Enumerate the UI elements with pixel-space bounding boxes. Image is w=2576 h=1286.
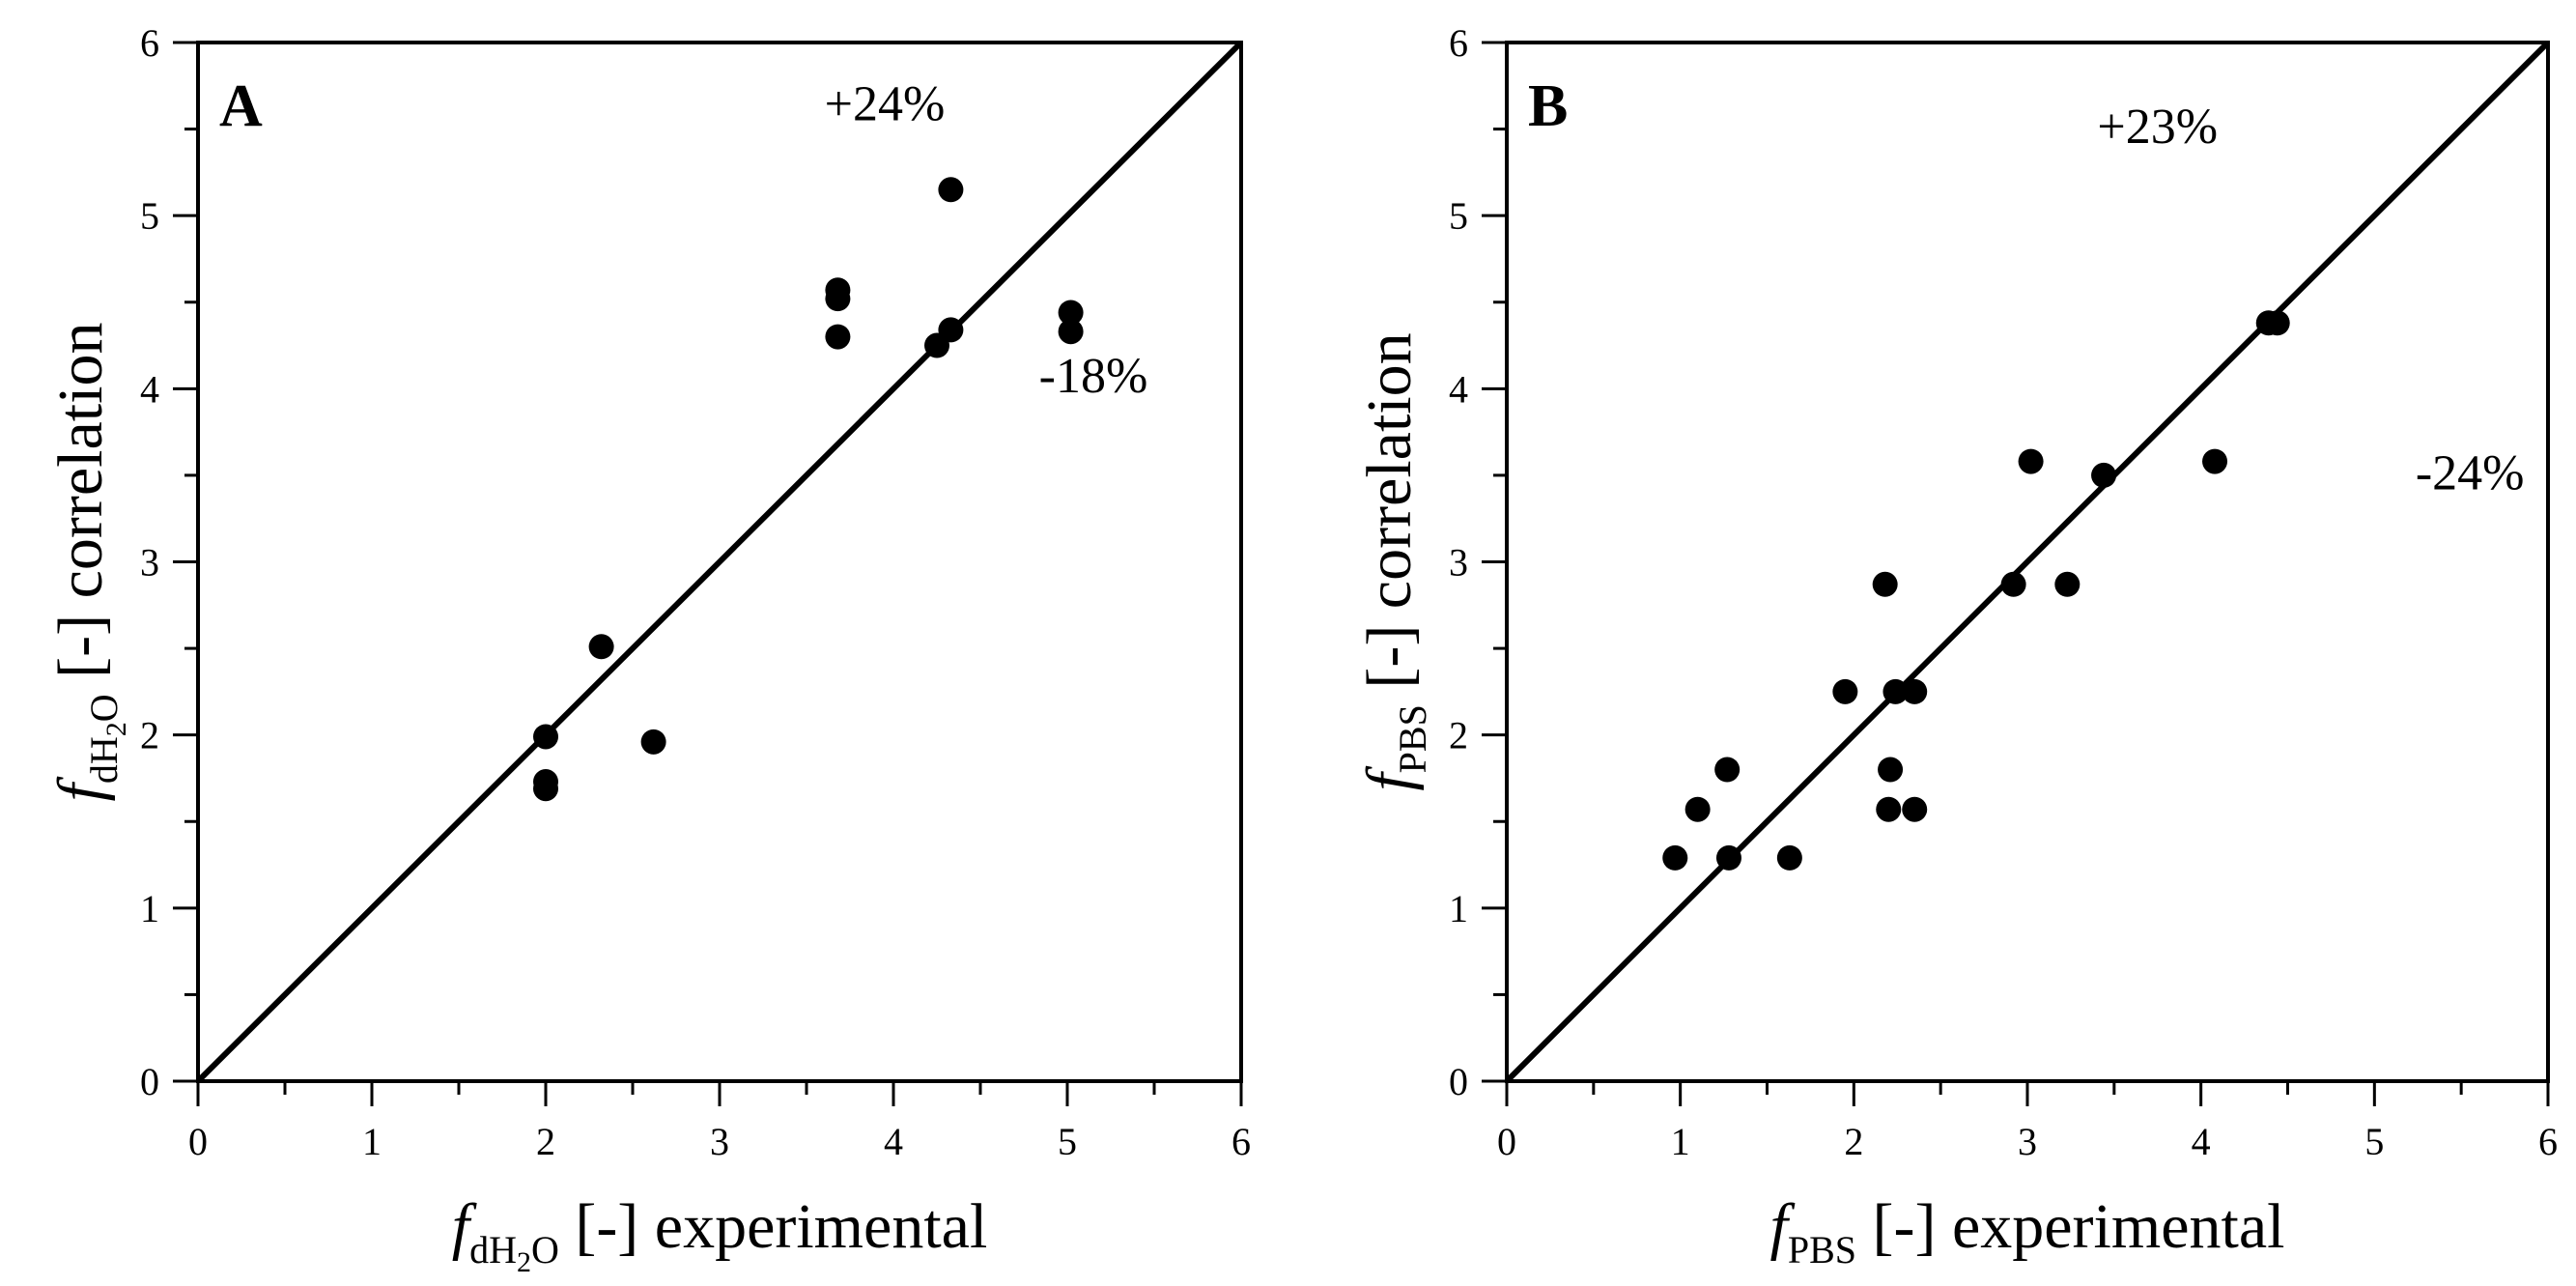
- data-point: [1684, 796, 1711, 822]
- x-tick-label: 6: [2538, 1120, 2558, 1163]
- data-point: [1872, 571, 1898, 597]
- x-tick-label: 4: [884, 1120, 903, 1163]
- data-point: [1715, 844, 1741, 871]
- data-point: [640, 729, 666, 755]
- data-point: [533, 724, 558, 750]
- x-tick-label: 4: [2192, 1120, 2211, 1163]
- annotation: +24%: [825, 77, 946, 132]
- y-tick-label: 0: [140, 1060, 159, 1103]
- data-point: [1876, 796, 1902, 822]
- data-point: [1058, 319, 1084, 345]
- x-tick-label: 1: [1671, 1120, 1690, 1163]
- x-tick-label: 3: [2018, 1120, 2037, 1163]
- data-point: [825, 324, 851, 350]
- x-tick-label: 2: [536, 1120, 555, 1163]
- panel-label: A: [219, 73, 263, 139]
- data-point: [2018, 448, 2044, 474]
- y-tick-label: 1: [140, 887, 159, 930]
- panel-label: B: [1528, 73, 1568, 139]
- data-point: [1878, 757, 1904, 783]
- annotation: +23%: [2097, 100, 2218, 155]
- y-tick-label: 2: [140, 714, 159, 757]
- data-point: [1902, 796, 1928, 822]
- annotation: -24%: [2416, 445, 2525, 500]
- parity-line: [195, 40, 1244, 1084]
- x-tick-label: 5: [2364, 1120, 2384, 1163]
- data-point: [825, 286, 851, 312]
- y-tick-label: 3: [1449, 541, 1468, 585]
- y-tick-label: 4: [140, 367, 159, 411]
- x-tick-label: 0: [1497, 1120, 1516, 1163]
- data-point: [2202, 448, 2228, 474]
- x-tick-label: 2: [1844, 1120, 1863, 1163]
- y-tick-label: 6: [140, 21, 159, 65]
- data-point: [1058, 300, 1084, 326]
- data-point: [2264, 310, 2290, 336]
- y-tick-label: 6: [1449, 21, 1468, 65]
- x-tick-label: 3: [710, 1120, 729, 1163]
- data-point: [1832, 678, 1858, 704]
- data-point: [1662, 844, 1688, 871]
- data-point: [938, 177, 964, 203]
- data-point: [2091, 462, 2117, 488]
- panel-b: 0 1 2 3 4 5 6 0 1 2 3 4 5 6 B +23% -24% fPBS [-] experime…: [1354, 21, 2558, 1272]
- y-tick-label: 2: [1449, 714, 1468, 757]
- y-axis-label: fdH2O [-] correlation: [45, 323, 132, 802]
- data-point: [938, 317, 964, 343]
- y-tick-label: 3: [140, 541, 159, 585]
- data-point: [2054, 571, 2081, 597]
- y-tick-label: 5: [1449, 194, 1468, 238]
- x-tick-label: 1: [362, 1120, 382, 1163]
- x-tick-label: 6: [1231, 1120, 1251, 1163]
- data-point: [533, 776, 558, 802]
- x-axis-label: fdH2O [-] experimental: [452, 1191, 988, 1278]
- x-tick-label: 0: [188, 1120, 208, 1163]
- data-point: [1902, 678, 1928, 704]
- data-point: [588, 634, 614, 660]
- data-point: [1714, 757, 1741, 783]
- y-tick-label: 1: [1449, 887, 1468, 930]
- y-tick-label: 5: [140, 194, 159, 238]
- data-point: [1776, 844, 1802, 871]
- data-point: [2000, 571, 2026, 597]
- x-tick-label: 5: [1058, 1120, 1077, 1163]
- data-point: [1882, 678, 1909, 704]
- y-axis-label: fPBS [-] correlation: [1354, 332, 1434, 790]
- y-tick-label: 4: [1449, 367, 1468, 411]
- panel-a: 0 1 2 3 4 5 6 0 1 2 3 4 5 6 A +24% -18% fdH2O [-] experim…: [45, 21, 1251, 1278]
- annotation: -18%: [1039, 349, 1148, 404]
- parity-line: [1504, 40, 2551, 1084]
- y-tick-label: 0: [1449, 1060, 1468, 1103]
- x-axis-label: fPBS [-] experimental: [1770, 1191, 2285, 1272]
